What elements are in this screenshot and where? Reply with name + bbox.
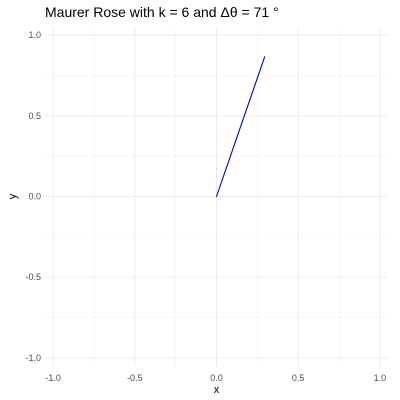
chart-title: Maurer Rose with k = 6 and Δθ = 71 ° [45,4,279,20]
series-layer [215,56,266,198]
x-tick-labels: -1.0 -0.5 0.0 0.5 1.0 [45,373,386,383]
y-tick-labels: -1.0 -0.5 0.0 0.5 1.0 [25,30,41,363]
y-tick-label: -1.0 [25,353,41,363]
y-tick-label: 0.5 [28,111,41,121]
x-tick-label: 0.5 [292,373,305,383]
x-tick-label: 0.0 [210,373,223,383]
y-tick-label: 0.0 [28,192,41,202]
x-tick-label: -1.0 [45,373,61,383]
y-tick-label: 1.0 [28,30,41,40]
x-tick-label: 1.0 [374,373,387,383]
y-axis-label: y [7,193,19,199]
x-axis-label: x [214,384,220,396]
x-tick-label: -0.5 [127,373,143,383]
major-gridlines [45,27,388,366]
y-tick-label: -0.5 [25,272,41,282]
series-line [215,56,266,198]
